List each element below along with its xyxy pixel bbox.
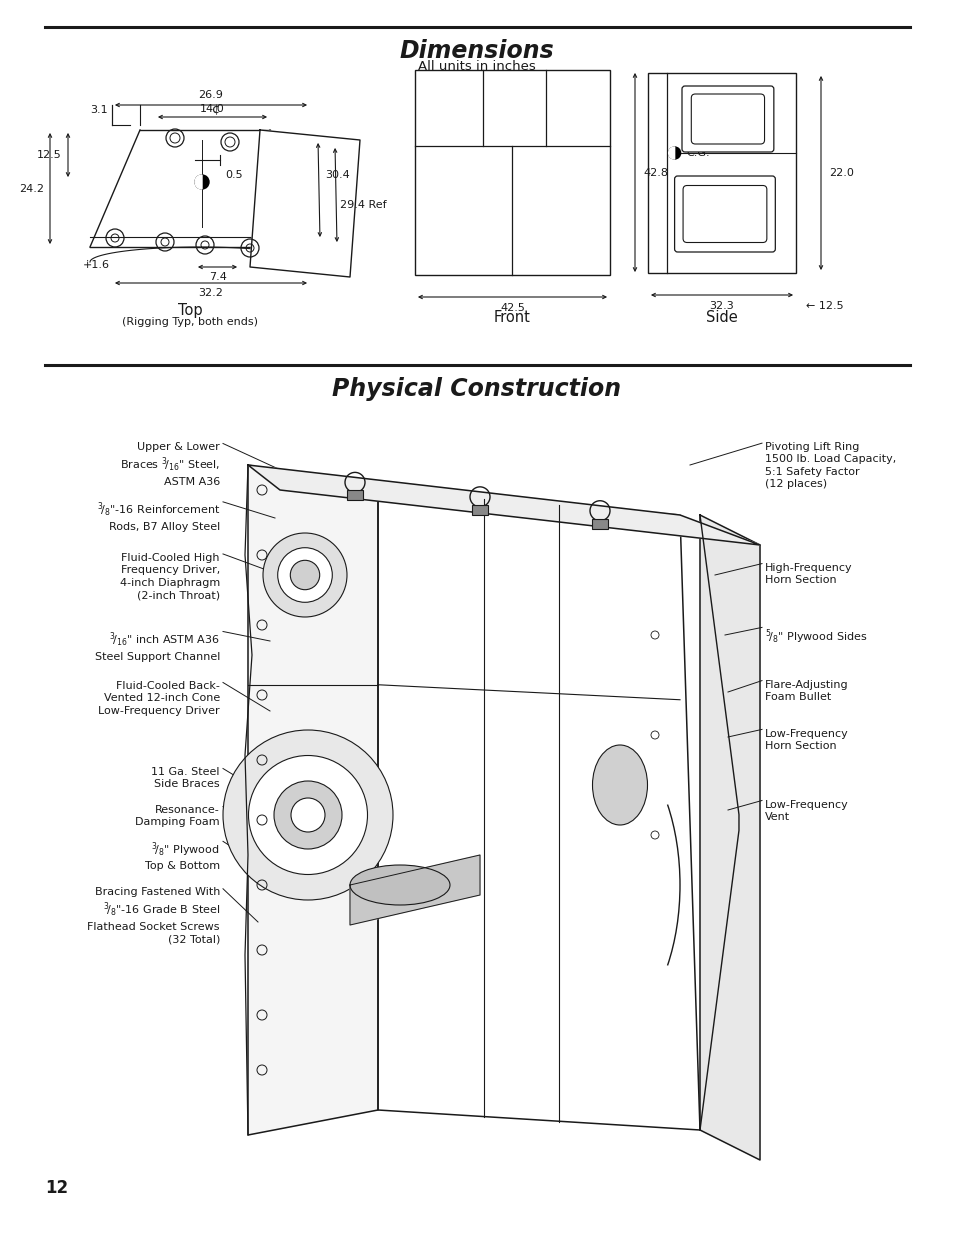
Text: Upper & Lower
Braces $^3\!/_{{16}}$" Steel,
ASTM A36: Upper & Lower Braces $^3\!/_{{16}}$" Ste…: [120, 442, 220, 487]
Text: 7.4: 7.4: [209, 272, 227, 282]
Text: 14.0: 14.0: [199, 104, 224, 114]
Text: Flare-Adjusting
Foam Bullet: Flare-Adjusting Foam Bullet: [764, 680, 848, 703]
Polygon shape: [350, 855, 479, 925]
Text: 24.2: 24.2: [19, 184, 44, 194]
Text: ∔1.6: ∔1.6: [83, 261, 110, 270]
Text: Dimensions: Dimensions: [399, 40, 554, 63]
FancyBboxPatch shape: [674, 177, 775, 252]
Polygon shape: [248, 466, 760, 545]
Circle shape: [223, 730, 393, 900]
Circle shape: [274, 781, 341, 848]
Text: ¢: ¢: [212, 103, 220, 116]
Text: 32.2: 32.2: [198, 288, 223, 298]
Text: $^3\!/_8$" Plywood
Top & Bottom: $^3\!/_8$" Plywood Top & Bottom: [145, 840, 220, 871]
Text: Fluid-Cooled High
Frequency Driver,
4-inch Diaphragm
(2-inch Throat): Fluid-Cooled High Frequency Driver, 4-in…: [120, 553, 220, 600]
Text: 42.5: 42.5: [499, 303, 524, 312]
Text: (Rigging Typ, both ends): (Rigging Typ, both ends): [122, 317, 257, 327]
Text: Pivoting Lift Ring
1500 lb. Load Capacity,
5:1 Safety Factor
(12 places): Pivoting Lift Ring 1500 lb. Load Capacit…: [764, 442, 895, 489]
Bar: [592, 519, 607, 529]
Text: 12: 12: [45, 1179, 68, 1197]
Text: Bracing Fastened With
$^3\!/_8$"-16 Grade B Steel
Flathead Socket Screws
(32 Tot: Bracing Fastened With $^3\!/_8$"-16 Grad…: [88, 887, 220, 945]
Circle shape: [263, 534, 347, 618]
Text: 32.3: 32.3: [709, 301, 734, 311]
Ellipse shape: [592, 745, 647, 825]
Text: 11 Ga. Steel
Side Braces: 11 Ga. Steel Side Braces: [152, 767, 220, 789]
Polygon shape: [194, 175, 202, 189]
Bar: [347, 490, 363, 500]
Circle shape: [290, 561, 319, 589]
Text: $^5\!/_8$" Plywood Sides: $^5\!/_8$" Plywood Sides: [764, 627, 866, 646]
Polygon shape: [248, 466, 377, 1135]
Polygon shape: [668, 147, 674, 159]
Bar: [415, 70, 609, 275]
Text: High-Frequency
Horn Section: High-Frequency Horn Section: [764, 563, 852, 585]
Text: Front: Front: [494, 310, 531, 325]
Circle shape: [194, 175, 209, 189]
FancyBboxPatch shape: [681, 86, 773, 152]
Bar: [647, 73, 795, 273]
Text: Top: Top: [177, 303, 202, 317]
Text: 29.4 Ref: 29.4 Ref: [339, 200, 386, 210]
Text: Low-Frequency
Vent: Low-Frequency Vent: [764, 800, 848, 823]
Text: All units in inches: All units in inches: [417, 61, 536, 73]
Bar: [472, 505, 488, 515]
Ellipse shape: [350, 864, 450, 905]
FancyBboxPatch shape: [682, 185, 766, 242]
Circle shape: [668, 147, 679, 159]
Text: ← 12.5: ← 12.5: [805, 301, 842, 311]
Text: Side: Side: [705, 310, 737, 325]
Text: $^3\!/_8$"-16 Reinforcement
Rods, B7 Alloy Steel: $^3\!/_8$"-16 Reinforcement Rods, B7 All…: [96, 501, 220, 532]
Text: C.G.: C.G.: [686, 148, 710, 158]
Polygon shape: [250, 130, 359, 277]
Text: Low-Frequency
Horn Section: Low-Frequency Horn Section: [764, 729, 848, 751]
Text: 42.8: 42.8: [642, 168, 667, 178]
Circle shape: [277, 547, 332, 603]
FancyBboxPatch shape: [691, 94, 763, 144]
Text: 3.1: 3.1: [91, 105, 108, 115]
Circle shape: [248, 756, 367, 874]
Text: 26.9: 26.9: [198, 90, 223, 100]
Text: $^3\!/_{16}$" inch ASTM A36
Steel Support Channel: $^3\!/_{16}$" inch ASTM A36 Steel Suppor…: [94, 631, 220, 662]
Polygon shape: [700, 515, 760, 1160]
Text: 22.0: 22.0: [828, 168, 853, 178]
Text: Fluid-Cooled Back-
Vented 12-inch Cone
Low-Frequency Driver: Fluid-Cooled Back- Vented 12-inch Cone L…: [98, 680, 220, 716]
Circle shape: [291, 798, 325, 832]
Polygon shape: [377, 490, 700, 1130]
Text: 0.5: 0.5: [225, 170, 242, 180]
Text: Physical Construction: Physical Construction: [332, 377, 621, 401]
Text: Resonance-
Damping Foam: Resonance- Damping Foam: [135, 805, 220, 827]
Text: 30.4: 30.4: [325, 170, 350, 180]
Text: 12.5: 12.5: [37, 149, 62, 161]
